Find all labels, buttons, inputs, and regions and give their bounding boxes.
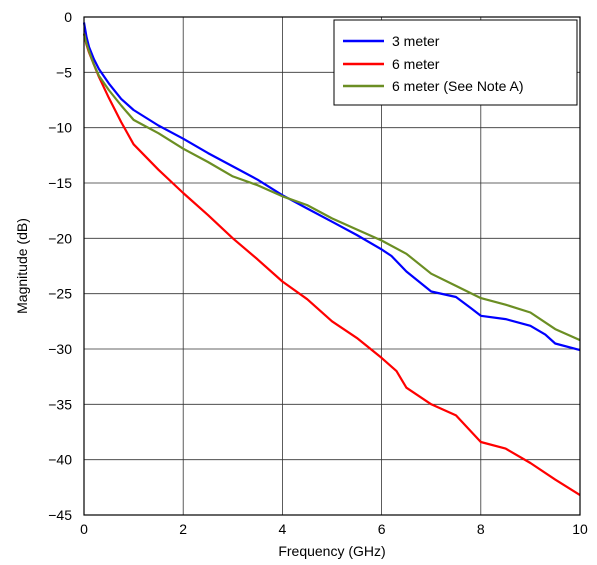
plot-frame: [83, 16, 581, 516]
y-tick-label: 0: [64, 9, 72, 25]
series-line-1: [82, 22, 581, 352]
y-tick-label: −30: [48, 341, 72, 357]
y-tick-label: −10: [48, 120, 72, 136]
series-layer: [82, 22, 581, 497]
y-tick-labels: 0 −5 −10 −15 −20 −25 −30 −35 −40 −45: [48, 9, 72, 523]
grid: [83, 16, 581, 516]
legend: 3 meter 6 meter 6 meter (See Note A): [333, 19, 578, 106]
y-tick-label: −25: [48, 286, 72, 302]
y-axis-label: Magnitude (dB): [14, 218, 30, 314]
x-tick-labels: 0 2 4 6 8 10: [80, 521, 588, 537]
x-tick-label: 0: [80, 521, 88, 537]
y-tick-label: −45: [48, 507, 72, 523]
legend-label-3: 6 meter (See Note A): [392, 78, 524, 94]
series-line-3: [82, 33, 581, 342]
x-tick-label: 6: [378, 521, 386, 537]
y-tick-label: −15: [48, 175, 72, 191]
x-tick-label: 10: [572, 521, 588, 537]
x-tick-label: 8: [477, 521, 485, 537]
legend-label-1: 3 meter: [392, 33, 440, 49]
legend-label-2: 6 meter: [392, 56, 440, 72]
x-tick-label: 2: [179, 521, 187, 537]
series-line-2: [82, 33, 581, 497]
y-tick-label: −5: [56, 64, 72, 80]
y-tick-label: −40: [48, 452, 72, 468]
y-tick-label: −35: [48, 396, 72, 412]
legend-box: [333, 19, 578, 106]
y-tick-label: −20: [48, 230, 72, 246]
x-axis-label: Frequency (GHz): [278, 543, 385, 559]
x-tick-label: 4: [279, 521, 287, 537]
